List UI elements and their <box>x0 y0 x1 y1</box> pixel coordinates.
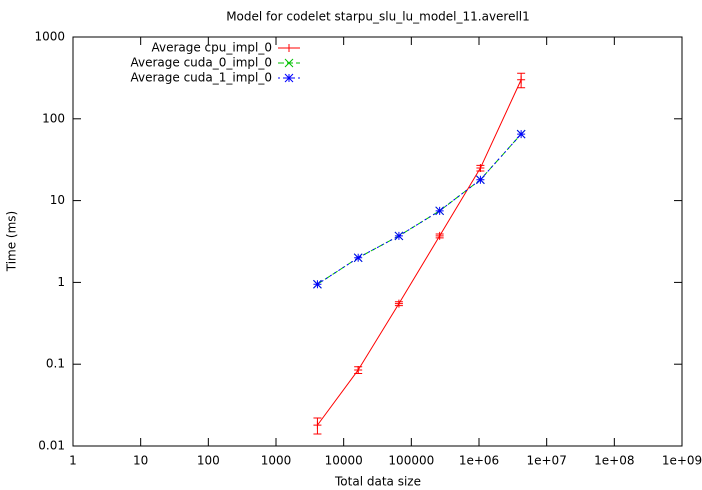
y-axis-label: Time (ms) <box>5 211 19 273</box>
x-tick-label: 1e+08 <box>594 454 634 468</box>
series-line <box>317 79 522 426</box>
legend-label: Average cuda_1_impl_0 <box>130 71 272 85</box>
x-tick-label: 10000 <box>325 454 363 468</box>
point <box>517 75 526 84</box>
point <box>313 279 322 289</box>
chart-title: Model for codelet starpu_slu_lu_model_11… <box>226 10 530 24</box>
point <box>313 421 322 430</box>
legend-marker <box>284 73 294 83</box>
y-tick-label: 1 <box>57 275 65 289</box>
point <box>476 164 485 173</box>
legend-marker <box>284 58 294 68</box>
y-tick-label: 1000 <box>34 30 65 44</box>
point <box>394 231 404 241</box>
x-tick-label: 1e+07 <box>526 454 566 468</box>
point <box>435 231 444 240</box>
y-tick-label: 100 <box>42 111 65 125</box>
x-tick-label: 1000 <box>261 454 292 468</box>
x-tick-label: 1e+09 <box>662 454 702 468</box>
series-line <box>317 133 522 285</box>
x-tick-label: 100 <box>197 454 220 468</box>
x-tick-label: 100000 <box>388 454 434 468</box>
x-tick-label: 1e+06 <box>459 454 499 468</box>
point <box>476 175 485 185</box>
y-tick-label: 0.01 <box>38 439 65 453</box>
point <box>394 299 403 308</box>
point <box>354 365 363 374</box>
plot-frame <box>72 36 683 447</box>
x-tick-label: 10 <box>133 454 148 468</box>
legend-marker <box>285 44 293 52</box>
point <box>516 129 526 139</box>
point <box>435 206 445 216</box>
legend-label: Average cpu_impl_0 <box>151 41 272 55</box>
legend-label: Average cuda_0_impl_0 <box>130 56 272 70</box>
y-tick-label: 10 <box>50 193 65 207</box>
x-tick-label: 1 <box>69 454 77 468</box>
point <box>353 253 363 263</box>
series-line <box>317 133 522 285</box>
y-tick-label: 0.1 <box>46 357 65 371</box>
x-axis-label: Total data size <box>334 475 421 489</box>
